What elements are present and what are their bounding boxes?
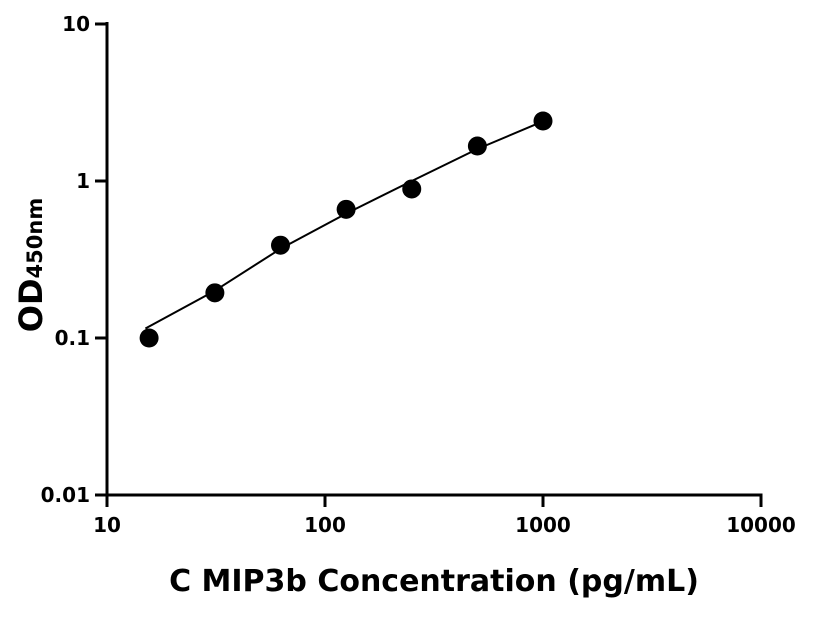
x-tick-label: 10000 xyxy=(726,513,796,537)
data-point xyxy=(467,136,487,156)
x-tick-label: 1000 xyxy=(515,513,571,537)
y-tick-label: 1 xyxy=(76,169,90,193)
y-tick-label: 0.01 xyxy=(41,483,90,507)
y-tick-label: 10 xyxy=(62,12,90,36)
x-tick-label: 10 xyxy=(93,513,121,537)
y-axis-label: OD450nm xyxy=(12,198,50,332)
data-point xyxy=(205,283,225,303)
data-point xyxy=(271,235,291,255)
y-axis-label-main: OD xyxy=(12,278,50,332)
x-tick-label: 100 xyxy=(304,513,346,537)
data-point xyxy=(533,111,553,131)
y-tick-label: 0.1 xyxy=(55,326,90,350)
x-axis-label: C MIP3b Concentration (pg/mL) xyxy=(169,564,699,599)
data-point xyxy=(402,179,422,199)
y-axis-label-subscript: 450nm xyxy=(23,198,47,279)
data-point xyxy=(139,328,159,348)
data-point xyxy=(336,199,356,219)
